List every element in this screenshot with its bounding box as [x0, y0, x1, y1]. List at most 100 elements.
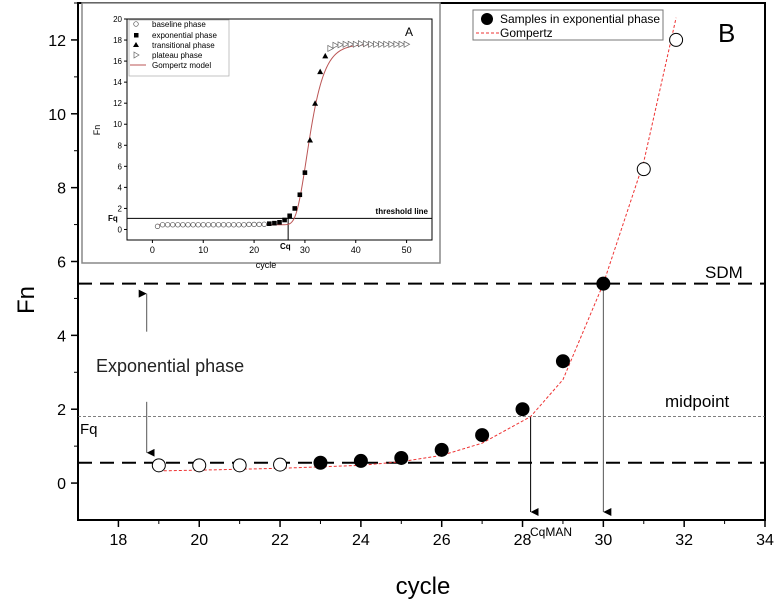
transitional-point — [317, 68, 324, 75]
baseline-point — [180, 222, 186, 228]
exponential-point — [287, 213, 292, 219]
gompertz-curve — [158, 17, 677, 472]
plateau-point — [327, 44, 335, 53]
inset-y-tick-label: 20 — [113, 15, 122, 24]
inset-y-tick-label: 18 — [113, 36, 122, 45]
exponential-sample-point — [394, 450, 409, 465]
transitional-point — [307, 137, 313, 143]
baseline-point — [159, 222, 166, 228]
legend-a: baseline phase exponential phasetransitio… — [128, 19, 230, 77]
plateau-point — [373, 40, 380, 48]
inset-y-tick-label: 6 — [118, 162, 123, 171]
inset-x-tick-label: 10 — [198, 245, 208, 255]
plateau-point — [368, 40, 375, 48]
cqman-label: CqMAN — [530, 525, 572, 539]
x-tick-label: 28 — [514, 532, 532, 549]
inset-panel-label-a: A — [405, 25, 413, 39]
y-tick-label: 0 — [57, 476, 66, 493]
exponential-sample-point — [596, 276, 611, 291]
legend-marker-triangle-right — [133, 51, 140, 59]
plateau-point — [337, 41, 345, 49]
exponential-sample-point — [515, 402, 530, 417]
baseline-point — [215, 222, 222, 228]
inset-y-axis-title: Fn — [92, 125, 102, 136]
exponential-point — [282, 217, 287, 223]
exponential-sample-point — [475, 428, 490, 443]
inset-labels: A cycle Fn threshold line Fq Cq — [92, 25, 429, 270]
plateau-point — [378, 40, 385, 48]
open-circle-point — [273, 457, 288, 472]
legend-marker-triangle — [133, 42, 139, 47]
open-circle-point — [192, 458, 207, 473]
exponential-point — [297, 192, 303, 198]
fq-label: Fq — [80, 421, 98, 438]
baseline-point — [226, 222, 232, 228]
inset-x-tick-label: 30 — [300, 245, 310, 255]
inset-x-tick-label: 50 — [402, 245, 412, 255]
inset-legend-entry: transitional phase — [152, 41, 215, 50]
baseline-point — [165, 222, 171, 228]
inset-x-tick-label: 20 — [249, 245, 259, 255]
plateau-point — [388, 40, 396, 48]
plateau-point — [332, 41, 340, 49]
y-axis-title: Fn — [13, 286, 40, 314]
open-circle-point — [636, 162, 651, 177]
exponential-phase-label: Exponential phase — [96, 356, 244, 376]
inset-legend-entry: baseline phase — [152, 20, 206, 29]
open-circle-point — [151, 458, 166, 473]
baseline-point — [200, 222, 206, 228]
inset-x-axis-title: cycle — [256, 260, 277, 270]
panel-label-b: B — [718, 18, 735, 48]
exponential-sample-point — [555, 354, 570, 369]
inset-y-tick-label: 14 — [113, 78, 122, 87]
inset-y-tick-label: 0 — [118, 225, 123, 234]
inset-cq-label: Cq — [280, 242, 291, 251]
baseline-point — [190, 222, 196, 228]
sdm-label: SDM — [705, 263, 743, 282]
baseline-point — [236, 222, 242, 228]
plateau-point — [393, 40, 401, 48]
x-tick-label: 30 — [594, 532, 612, 549]
baseline-point — [170, 222, 176, 228]
inset-y-tick-label: 8 — [118, 141, 123, 150]
y-tick-label: 10 — [48, 107, 66, 124]
y-tick-label: 2 — [57, 402, 66, 419]
plateau-point — [357, 40, 365, 48]
inset-x-tick-label: 0 — [150, 245, 155, 255]
y-tick-label: 12 — [48, 33, 66, 50]
exponential-sample-point — [353, 453, 368, 468]
baseline-point — [251, 221, 257, 228]
y-tick-label: 6 — [57, 255, 66, 272]
inset-y-tick-label: 4 — [118, 183, 123, 192]
legend-marker-square — [134, 33, 139, 38]
legend-entry: Gompertz — [500, 26, 553, 40]
baseline-point — [256, 221, 262, 228]
exponential-point — [267, 221, 272, 226]
open-circle-point — [669, 32, 684, 47]
baseline-point — [175, 222, 181, 228]
plateau-point — [347, 40, 355, 48]
exponential-point — [292, 206, 298, 211]
inset-y-tick-label: 12 — [113, 99, 122, 108]
x-tick-label: 22 — [271, 532, 289, 549]
exponential-sample-point — [434, 442, 449, 457]
inset-y-tick-label: 16 — [113, 57, 122, 66]
baseline-point — [261, 221, 267, 227]
baseline-point — [154, 223, 161, 229]
inset-x-tick-label: 40 — [351, 245, 361, 255]
legend-marker-open-circle — [133, 21, 139, 27]
legend-b: Samples in exponential phase Gompertz — [472, 9, 664, 41]
baseline-point — [241, 222, 247, 228]
exponential-point — [272, 220, 277, 226]
exponential-sample-point — [313, 455, 328, 470]
inset-legend-entry: Gompertz model — [152, 61, 211, 70]
plateau-point — [383, 40, 390, 48]
inset-fq-label: Fq — [108, 214, 118, 223]
baseline-point — [220, 222, 227, 228]
inset-legend-entry: exponential phase — [152, 31, 217, 40]
baseline-point — [185, 222, 191, 228]
plateau-point — [398, 40, 406, 48]
y-tick-label: 8 — [57, 181, 66, 198]
